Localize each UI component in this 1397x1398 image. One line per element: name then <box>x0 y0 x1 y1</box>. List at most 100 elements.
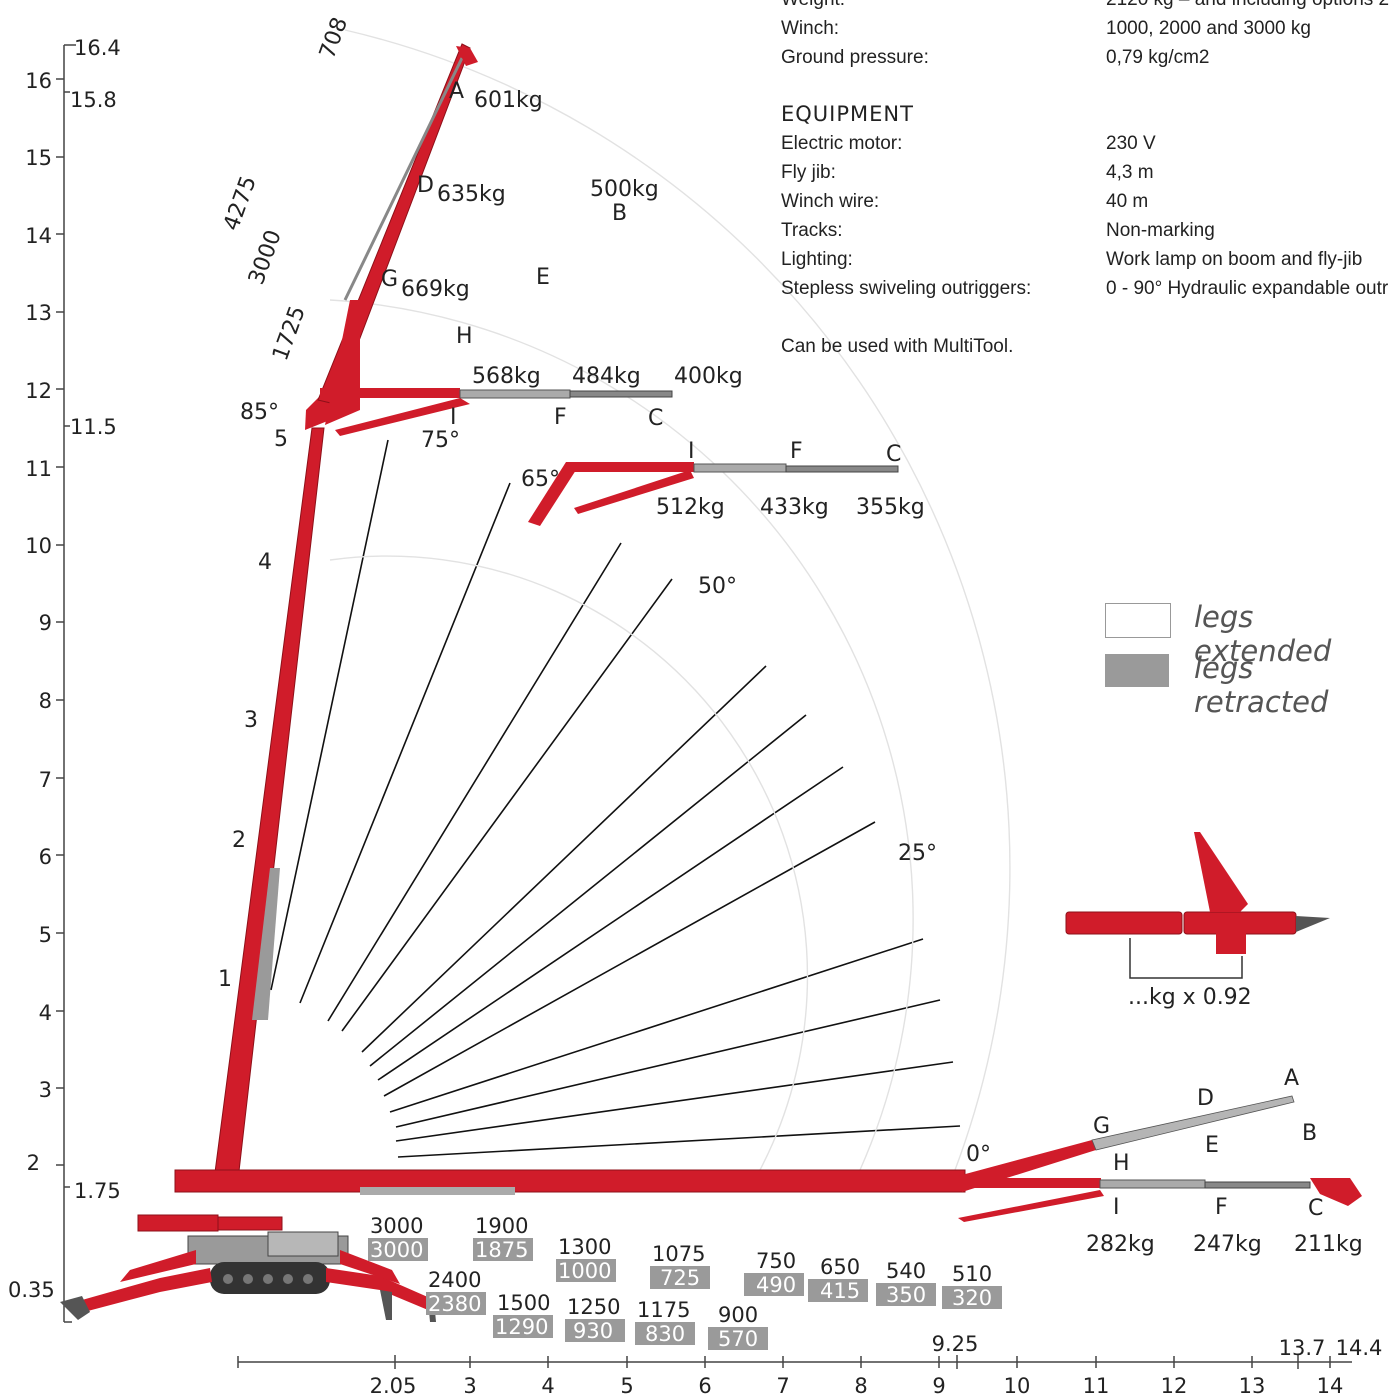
angle-label: 85° <box>240 400 279 425</box>
dimension-label: 708 <box>315 14 353 62</box>
spec-value: Work lamp on boom and fly-jib <box>1106 249 1363 270</box>
load-retracted: 1290 <box>495 1315 548 1339</box>
reach-axis-labels: 3 4 5 6 7 8 9 10 11 12 13 14 2.05 9.25 1… <box>370 1332 1383 1398</box>
y-marker-label: 16.4 <box>74 36 121 60</box>
spec-value: 230 V <box>1106 133 1156 154</box>
load-extended: 650 <box>820 1255 860 1279</box>
load-retracted: 350 <box>886 1283 926 1307</box>
angle-label: 0° <box>966 1142 991 1167</box>
angle-label: 50° <box>698 574 737 599</box>
load-label: 484kg <box>572 364 641 389</box>
spec-value: 2120 kg – and including options 2 <box>1106 0 1389 14</box>
x-tick-label: 4 <box>541 1374 554 1398</box>
y-tick-label: 7 <box>39 768 52 792</box>
angle-label: 75° <box>421 428 460 453</box>
angle-label: 65° <box>521 467 560 492</box>
load-label: 500kg <box>590 177 659 202</box>
load-extended: 1075 <box>652 1242 705 1266</box>
point-label: G <box>381 267 398 292</box>
boom-section-label: 5 <box>274 427 288 452</box>
x-tick-label: 3 <box>463 1374 476 1398</box>
legend-label-extended: legs extended <box>1194 600 1332 668</box>
load-extended: 2400 <box>428 1268 481 1292</box>
y-marker-label: 1.75 <box>74 1179 121 1203</box>
fly-jib-65 <box>528 462 899 526</box>
spec-value: 0 - 90° Hydraulic expandable outr <box>1106 278 1389 299</box>
spec-value: 0,79 kg/cm2 <box>1106 47 1210 68</box>
x-marker-label: 14.4 <box>1336 1336 1383 1360</box>
angle-label: 25° <box>898 841 937 866</box>
load-label: 400kg <box>674 364 743 389</box>
x-marker-label: 13.7 <box>1279 1336 1326 1360</box>
spec-label: Tracks: <box>781 220 843 241</box>
legend-label-retracted: legs retracted <box>1194 651 1329 719</box>
point-label: A <box>1284 1066 1299 1091</box>
spec-value: 1000, 2000 and 3000 kg <box>1106 18 1311 39</box>
y-marker-label: 0.35 <box>8 1278 55 1302</box>
point-label: A <box>449 79 464 104</box>
y-tick-label: 14 <box>25 224 52 248</box>
load-row-1: 3000 3000 1900 1875 1300 1000 1075 725 7… <box>368 1214 1002 1310</box>
load-extended: 3000 <box>370 1214 423 1238</box>
point-label: G <box>1093 1114 1110 1139</box>
load-retracted: 830 <box>645 1322 685 1346</box>
point-label: F <box>554 405 567 430</box>
load-extended: 900 <box>718 1303 758 1327</box>
load-table: 3000 3000 1900 1875 1300 1000 1075 725 7… <box>368 1214 1002 1351</box>
point-label: C <box>1308 1196 1323 1221</box>
spec-label: Stepless swiveling outriggers: <box>781 278 1032 299</box>
spec-label: Lighting: <box>781 249 853 270</box>
reach-arcs <box>329 29 1011 1171</box>
spec-label: Ground pressure: <box>781 47 929 68</box>
load-retracted: 570 <box>718 1327 758 1351</box>
point-label: H <box>456 324 473 349</box>
reach-axis <box>237 1355 1352 1369</box>
load-retracted: 725 <box>660 1266 700 1290</box>
legend-swatch-retracted <box>1105 654 1169 687</box>
boom-section-label: 1 <box>218 967 232 992</box>
point-label: I <box>688 439 695 464</box>
load-row-2: 2400 2380 1500 1290 1250 930 1175 830 90… <box>426 1268 768 1351</box>
y-tick-label: 5 <box>39 923 52 947</box>
y-tick-label: 10 <box>25 534 52 558</box>
boom-section-label: 4 <box>258 550 272 575</box>
x-tick-label: 11 <box>1083 1374 1110 1398</box>
main-boom-85 <box>213 43 478 1181</box>
load-retracted: 490 <box>756 1273 796 1297</box>
main-boom-0 <box>174 1095 1362 1222</box>
load-retracted: 930 <box>573 1319 613 1343</box>
point-label: D <box>417 173 434 198</box>
spec-label: Fly jib: <box>781 162 836 183</box>
point-label: C <box>648 406 663 431</box>
load-label: 211kg <box>1294 1232 1363 1257</box>
load-extended: 1300 <box>558 1235 611 1259</box>
y-tick-label: 11 <box>25 457 52 481</box>
load-label: 433kg <box>760 495 829 520</box>
y-tick-label: 16 <box>25 69 52 93</box>
load-fan-lines <box>270 439 961 1158</box>
load-retracted: 2380 <box>428 1292 481 1316</box>
inset-factor-label: ...kg x 0.92 <box>1128 985 1252 1010</box>
point-label: E <box>536 265 550 290</box>
point-label: I <box>1113 1195 1120 1220</box>
spec-value: 4,3 m <box>1106 162 1154 183</box>
y-marker-label: 15.8 <box>70 88 117 112</box>
load-extended: 1500 <box>497 1291 550 1315</box>
x-tick-label: 14 <box>1317 1374 1344 1398</box>
spec-label: Winch: <box>781 18 840 39</box>
load-label: 669kg <box>401 277 470 302</box>
y-tick-label: 2 <box>27 1151 40 1175</box>
load-label: 247kg <box>1193 1232 1262 1257</box>
load-retracted: 320 <box>952 1286 992 1310</box>
y-tick-label: 13 <box>25 301 52 325</box>
load-label: 512kg <box>656 495 725 520</box>
load-label: 568kg <box>472 364 541 389</box>
dimension-label: 1725 <box>268 303 311 364</box>
fly-jib-inset <box>1065 832 1330 979</box>
x-marker-label: 9.25 <box>932 1332 979 1356</box>
y-tick-label: 9 <box>39 611 52 635</box>
height-marker-ticks <box>56 44 76 1323</box>
dimension-label: 3000 <box>244 227 287 288</box>
x-marker-label: 2.05 <box>370 1374 417 1398</box>
